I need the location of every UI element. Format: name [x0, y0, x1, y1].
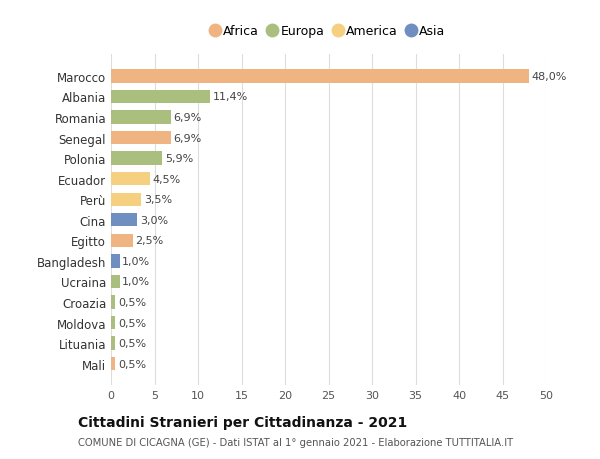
Text: 4,5%: 4,5%: [153, 174, 181, 185]
Text: 3,0%: 3,0%: [140, 215, 168, 225]
Bar: [111, 337, 115, 350]
Text: 0,5%: 0,5%: [118, 359, 146, 369]
Text: Cittadini Stranieri per Cittadinanza - 2021: Cittadini Stranieri per Cittadinanza - 2…: [78, 415, 407, 429]
Bar: [111, 213, 137, 227]
Bar: [111, 132, 171, 145]
Legend: Africa, Europa, America, Asia: Africa, Europa, America, Asia: [208, 22, 449, 42]
Bar: [111, 296, 115, 309]
Bar: [111, 193, 142, 207]
Text: 1,0%: 1,0%: [122, 256, 151, 266]
Bar: [111, 316, 115, 330]
Bar: [111, 173, 150, 186]
Bar: [111, 152, 163, 165]
Bar: [111, 255, 120, 268]
Text: 0,5%: 0,5%: [118, 338, 146, 348]
Text: 2,5%: 2,5%: [136, 236, 164, 246]
Text: 5,9%: 5,9%: [165, 154, 193, 164]
Text: 11,4%: 11,4%: [213, 92, 248, 102]
Text: 0,5%: 0,5%: [118, 318, 146, 328]
Bar: [111, 111, 171, 124]
Text: 48,0%: 48,0%: [531, 72, 566, 82]
Bar: [111, 70, 529, 84]
Text: 1,0%: 1,0%: [122, 277, 151, 287]
Text: 6,9%: 6,9%: [173, 113, 202, 123]
Text: 0,5%: 0,5%: [118, 297, 146, 308]
Text: 3,5%: 3,5%: [144, 195, 172, 205]
Bar: [111, 357, 115, 370]
Text: COMUNE DI CICAGNA (GE) - Dati ISTAT al 1° gennaio 2021 - Elaborazione TUTTITALIA: COMUNE DI CICAGNA (GE) - Dati ISTAT al 1…: [78, 437, 513, 447]
Text: 6,9%: 6,9%: [173, 133, 202, 143]
Bar: [111, 90, 210, 104]
Bar: [111, 234, 133, 247]
Bar: [111, 275, 120, 289]
